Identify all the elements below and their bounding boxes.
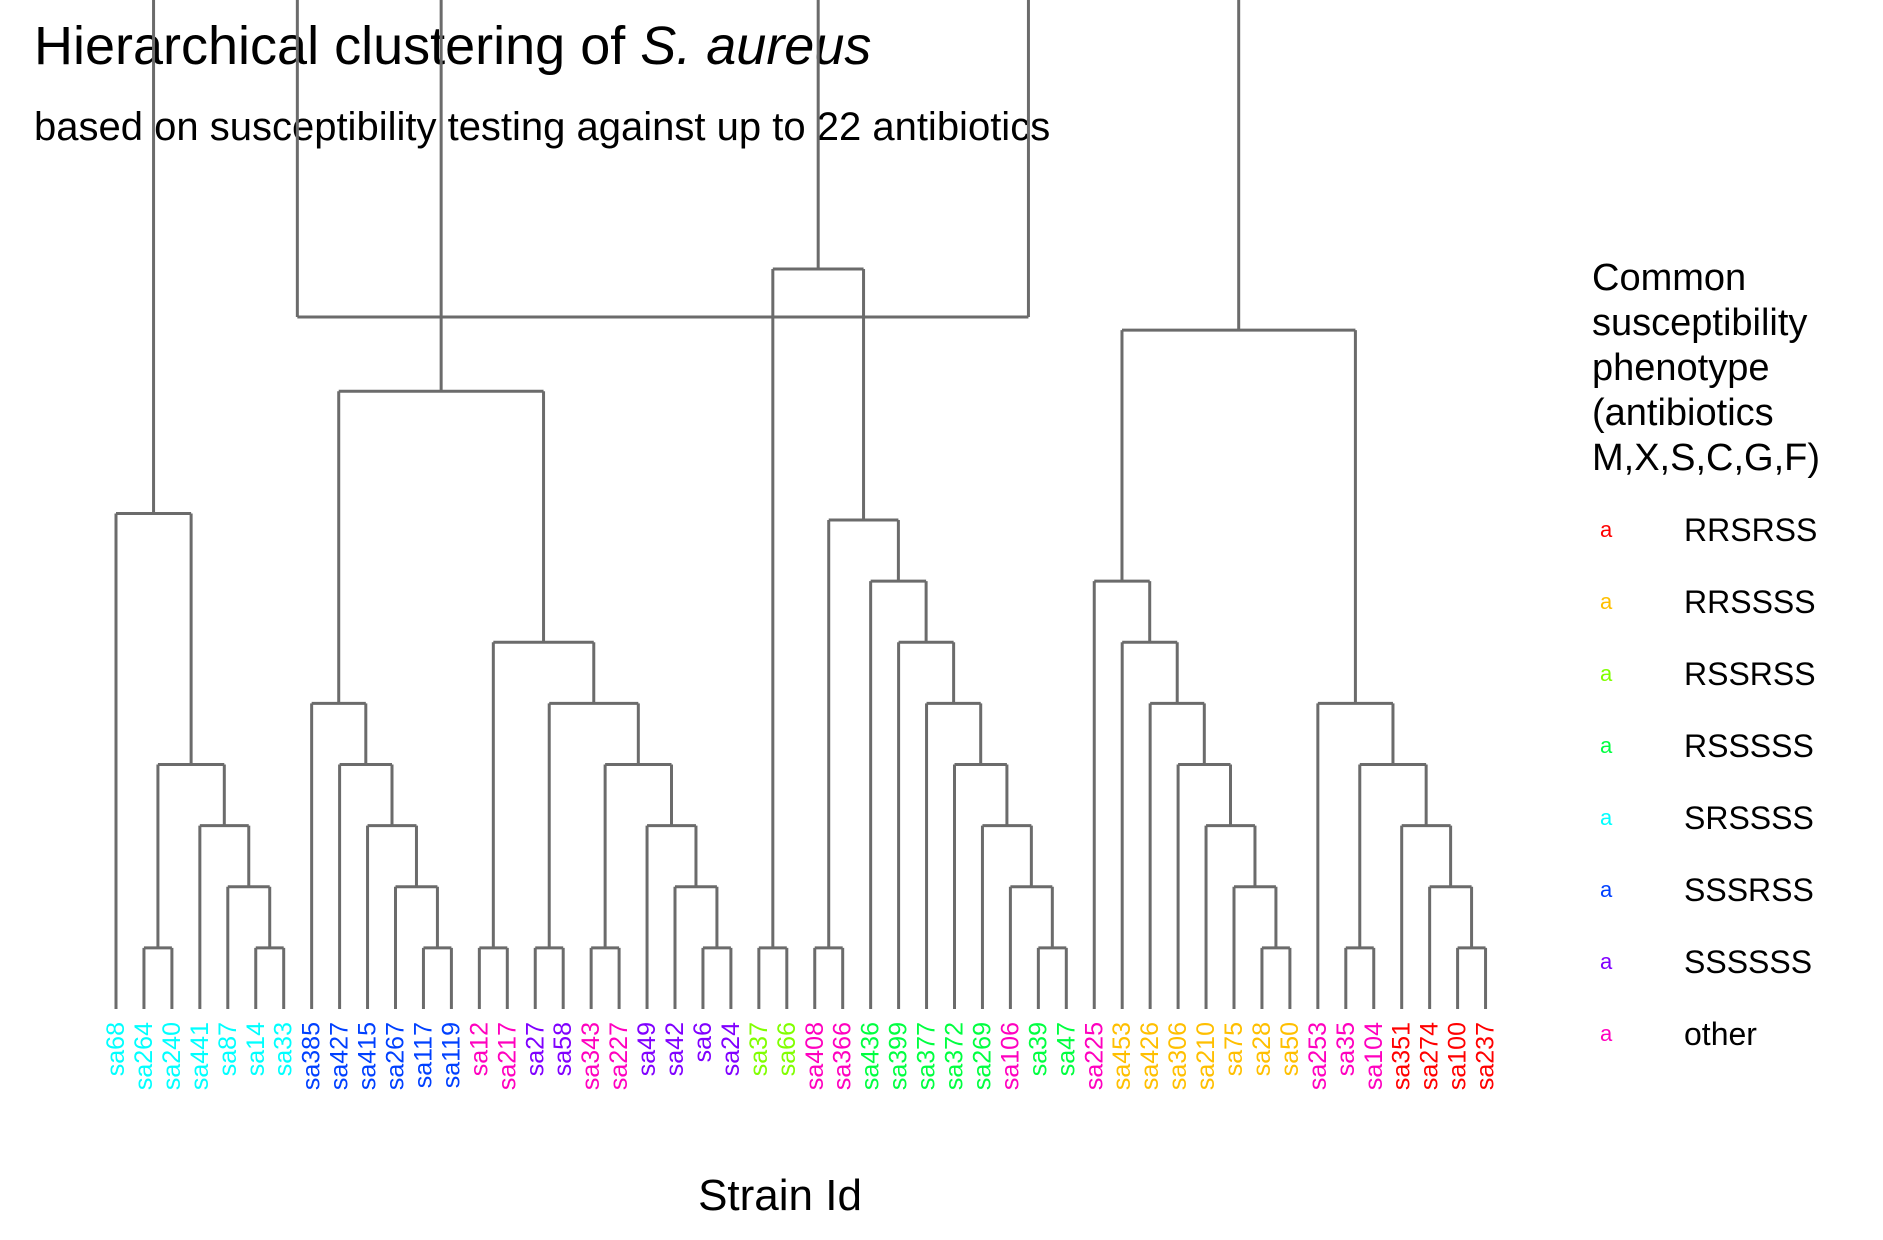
legend-label: RRSSSS [1684,584,1816,620]
leaf-label: sa415 [354,1022,382,1090]
leaf-label: sa49 [633,1022,661,1076]
leaf-label: sa274 [1416,1022,1444,1090]
leaf-label: sa6 [689,1022,717,1062]
leaf-label: sa87 [214,1022,242,1076]
leaf-label: sa12 [465,1022,493,1076]
x-axis-label: Strain Id [698,1171,862,1220]
dendrogram-plot: sa68 sa264 sa240 sa441 sa87 sa14 sa33 sa385 sa42… [102,0,1500,1090]
leaf-label: sa372 [941,1022,969,1090]
leaf-label: sa39 [1024,1022,1052,1076]
leaf-label: sa264 [130,1022,158,1090]
leaf-label: sa269 [968,1022,996,1090]
leaf-label: sa104 [1360,1022,1388,1090]
legend-label: SSSSSS [1684,944,1813,980]
legend-item: a SRSSSS [1600,798,1860,838]
chart-title: Hierarchical clustering of S. aureus [34,14,871,78]
leaf-label: sa343 [577,1022,605,1090]
leaf-label: sa27 [521,1022,549,1076]
leaf-label: sa68 [102,1022,130,1076]
leaf-label: sa351 [1388,1022,1416,1090]
leaf-label: sa399 [885,1022,913,1090]
leaf-label: sa426 [1136,1022,1164,1090]
leaf-label: sa47 [1052,1022,1080,1076]
leaf-label: sa50 [1276,1022,1304,1076]
legend-label: SRSSSS [1684,800,1814,836]
leaf-label: sa427 [326,1022,354,1090]
legend-key: a [1600,949,1613,974]
legend-key: a [1600,877,1613,902]
leaf-label: sa106 [996,1022,1024,1090]
leaf-label: sa267 [382,1022,410,1090]
leaf-label: sa436 [857,1022,885,1090]
leaf-labels: sa68 sa264 sa240 sa441 sa87 sa14 sa33 sa385 sa42… [102,1022,1500,1090]
leaf-label: sa14 [242,1022,270,1076]
leaf-label: sa119 [437,1022,465,1088]
legend-item: a RRSSSS [1600,582,1860,622]
legend-label: RRSRSS [1684,512,1818,548]
legend-label: RSSSSS [1684,728,1814,764]
leaf-label: sa75 [1220,1022,1248,1076]
legend-item: a other [1600,1014,1860,1054]
chart-subtitle: based on susceptibility testing against … [34,105,1051,149]
legend-item: a SSSRSS [1600,870,1860,910]
legend-item: a RSSRSS [1600,654,1860,694]
legend-key: a [1600,517,1613,542]
leaf-label: sa408 [801,1022,829,1090]
leaf-label: sa225 [1080,1022,1108,1090]
leaf-label: sa366 [829,1022,857,1090]
legend-item: a RSSSSS [1600,726,1860,766]
leaf-label: sa35 [1332,1022,1360,1076]
leaf-label: sa227 [605,1022,633,1090]
legend-key: a [1600,1021,1613,1046]
legend-label: SSSRSS [1684,872,1814,908]
leaf-label: sa210 [1192,1022,1220,1090]
leaf-label: sa385 [298,1022,326,1090]
chart-title-italic: S. aureus [640,16,872,76]
leaf-label: sa237 [1472,1022,1500,1090]
leaf-label: sa33 [270,1022,298,1076]
legend-title: Common susceptibility phenotype (antibiotic… [1592,256,1820,481]
leaf-label: sa28 [1248,1022,1276,1076]
leaf-label: sa58 [549,1022,577,1076]
leaf-label: sa253 [1304,1022,1332,1090]
legend-title-line: susceptibility [1592,302,1808,344]
leaf-label: sa100 [1444,1022,1472,1090]
legend-title-line: M,X,S,C,G,F) [1592,437,1820,479]
leaf-label: sa217 [493,1022,521,1090]
legend-label: other [1684,1016,1757,1052]
legend-item: a SSSSSS [1600,942,1860,982]
legend-key: a [1600,589,1613,614]
leaf-label: sa42 [661,1022,689,1076]
leaf-label: sa377 [913,1022,941,1090]
leaf-label: sa117 [409,1022,437,1088]
legend-key: a [1600,661,1613,686]
legend-item: a RRSRSS [1600,510,1860,550]
leaf-label: sa441 [186,1022,214,1090]
legend-title-line: Common [1592,257,1747,299]
leaf-label: sa24 [717,1022,745,1076]
legend-title-line: (antibiotics [1592,392,1774,434]
legend-title-line: phenotype [1592,347,1770,389]
leaf-label: sa37 [745,1022,773,1076]
legend-key: a [1600,805,1613,830]
chart-title-text: Hierarchical clustering of [34,16,641,76]
leaf-label: sa240 [158,1022,186,1090]
dendrogram-branches [114,0,1488,1009]
legend-key: a [1600,733,1613,758]
leaf-label: sa66 [773,1022,801,1076]
leaf-label: sa453 [1108,1022,1136,1090]
leaf-label: sa306 [1164,1022,1192,1090]
legend-label: RSSRSS [1684,656,1816,692]
